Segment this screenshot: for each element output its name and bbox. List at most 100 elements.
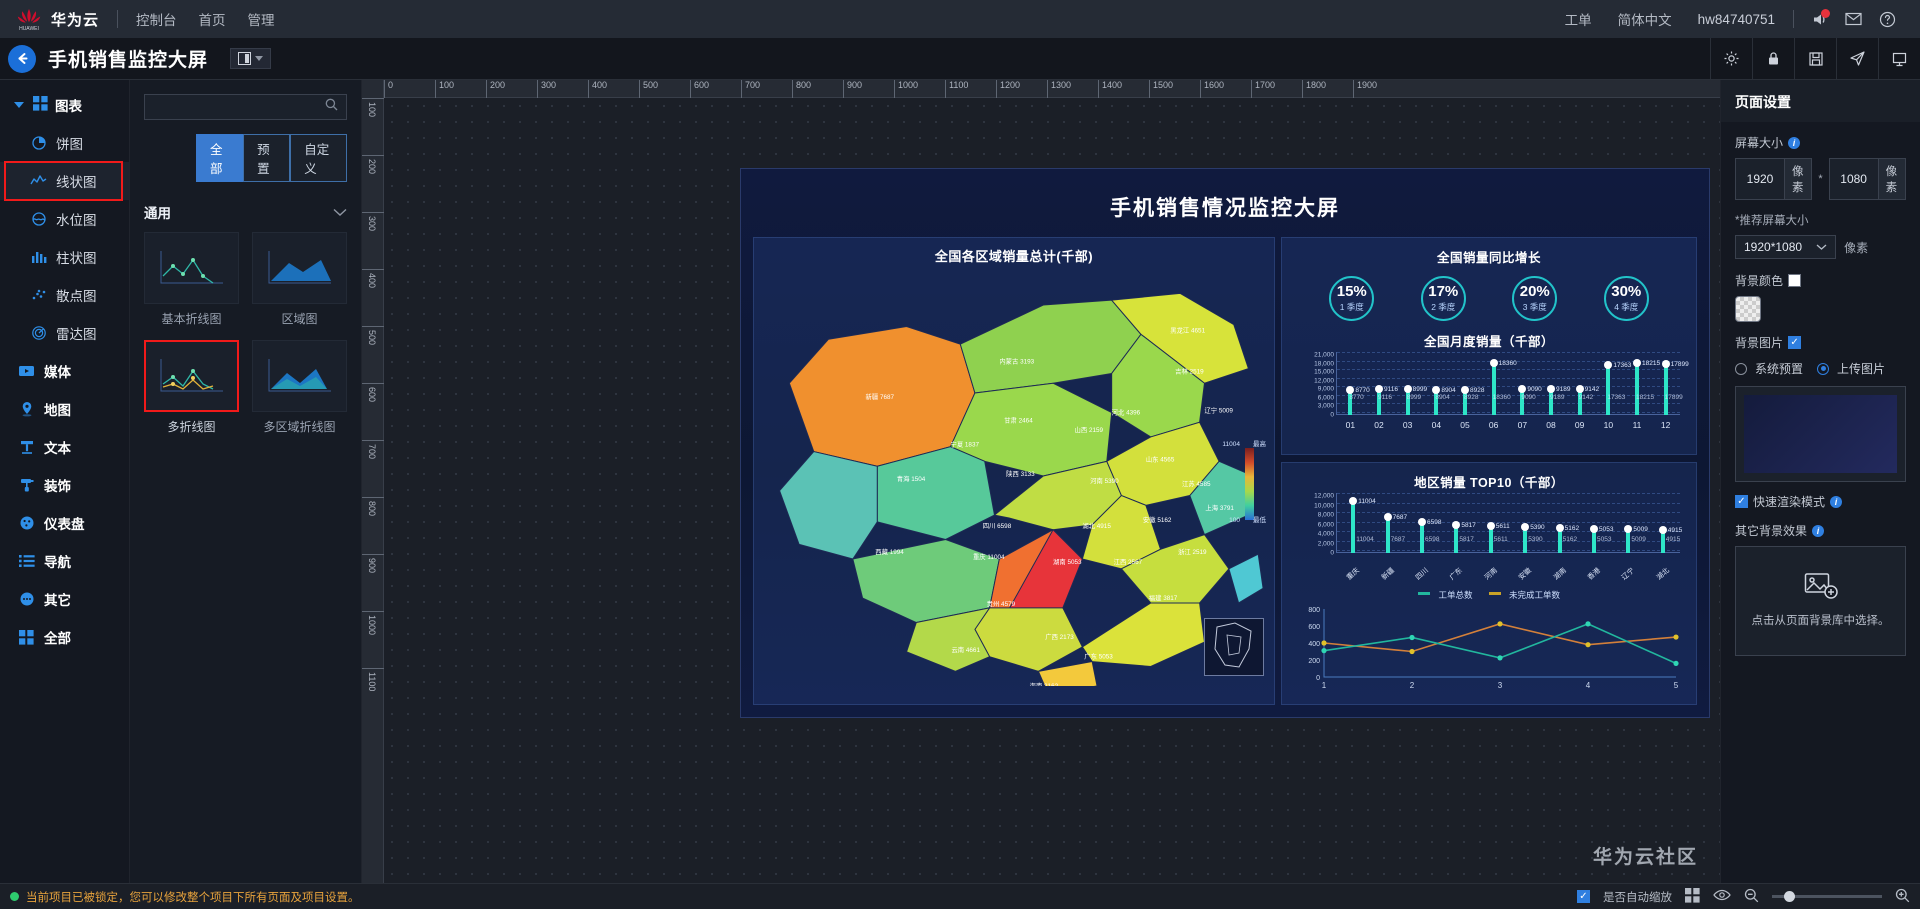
- bg-image-checkbox[interactable]: ✓: [1788, 336, 1802, 349]
- mail-icon[interactable]: [1836, 0, 1870, 38]
- water-level-icon: [30, 211, 47, 228]
- sidebar-item-bar-chart[interactable]: 柱状图: [0, 238, 129, 276]
- notification-badge: [1821, 9, 1830, 18]
- template-card-basic-line[interactable]: 基本折线图: [144, 232, 239, 327]
- data-point: [1497, 655, 1503, 661]
- sidebar-item-water-level[interactable]: 水位图: [0, 200, 129, 238]
- kpi-label: 3 季度: [1522, 302, 1547, 312]
- sidebar-item-pie-chart[interactable]: 饼图: [0, 124, 129, 162]
- sidebar-item-map[interactable]: 地图: [0, 390, 129, 428]
- zoom-slider[interactable]: [1772, 891, 1882, 902]
- page-selector-chip[interactable]: [230, 48, 272, 69]
- bg-image-preview[interactable]: [1735, 386, 1906, 482]
- workorder-line-chart[interactable]: 0 200 400 600 800 1 2 3 4 5: [1294, 603, 1684, 698]
- template-thumbnail[interactable]: [144, 232, 239, 304]
- template-thumbnail[interactable]: [144, 340, 239, 412]
- info-icon[interactable]: i: [1830, 495, 1843, 508]
- zoom-in-icon[interactable]: [1895, 888, 1910, 906]
- nav-link-manage[interactable]: 管理: [247, 13, 275, 28]
- sidebar-item-scatter[interactable]: 散点图: [0, 276, 129, 314]
- x-axis-tick: 广东: [1449, 567, 1465, 582]
- radio-upload-image[interactable]: [1817, 362, 1830, 375]
- china-map[interactable]: 新疆 7687 黑龙江 4651 内蒙古 3193 吉林 2519 甘肃 246…: [754, 266, 1274, 686]
- tab-preset[interactable]: 预置: [243, 134, 291, 182]
- preview-icon[interactable]: [1878, 38, 1920, 79]
- sidebar-item-radar[interactable]: 雷达图: [0, 314, 129, 352]
- info-icon[interactable]: i: [1812, 524, 1825, 537]
- nav-link-language[interactable]: 简体中文: [1617, 13, 1672, 28]
- template-thumbnail[interactable]: [252, 232, 347, 304]
- monthly-sales-chart[interactable]: 0 3,000 6,000 9,000 12,000 15,000 18,000 21,000…: [1294, 352, 1689, 431]
- svg-text:山西 2159: 山西 2159: [1075, 425, 1104, 434]
- chevron-down-icon: [255, 56, 264, 61]
- search-box[interactable]: [144, 94, 347, 120]
- sidebar-item-line-chart[interactable]: 线状图: [0, 161, 129, 201]
- fast-render-checkbox[interactable]: ✓: [1735, 495, 1748, 508]
- ruler-tick: 900: [843, 80, 862, 98]
- zoom-slider-handle[interactable]: [1784, 891, 1795, 902]
- info-icon[interactable]: i: [1788, 136, 1801, 149]
- bg-color-preview[interactable]: [1735, 296, 1761, 322]
- gear-icon[interactable]: [1710, 38, 1752, 79]
- zoom-out-icon[interactable]: [1744, 888, 1759, 906]
- autoscale-checkbox[interactable]: ✓: [1577, 890, 1590, 903]
- kpi-value: 17%: [1428, 283, 1459, 300]
- sidebar-item-gauge[interactable]: 仪表盘: [0, 504, 129, 542]
- sales-growth-panel[interactable]: 全国销量同比增长 15% 1 季度 17% 2 季度 20%: [1281, 237, 1697, 455]
- bg-color-swatch[interactable]: [1788, 274, 1802, 287]
- nav-link-console[interactable]: 控制台: [136, 13, 177, 28]
- publish-icon[interactable]: [1836, 38, 1878, 79]
- width-field[interactable]: 像素: [1735, 158, 1813, 200]
- tab-all[interactable]: 全部: [196, 134, 244, 182]
- sidebar-item-text[interactable]: 文本: [0, 428, 129, 466]
- height-field[interactable]: 像素: [1828, 158, 1906, 200]
- sidebar-item-other[interactable]: 其它: [0, 580, 129, 618]
- sidebar-item-media[interactable]: 媒体: [0, 352, 129, 390]
- template-card-multi-line[interactable]: 多折线图: [144, 340, 239, 435]
- back-arrow-icon[interactable]: [8, 44, 36, 73]
- eye-icon[interactable]: [1713, 889, 1731, 904]
- sidebar-item-all[interactable]: 全部: [0, 618, 129, 656]
- ruler-tick: 500: [639, 80, 658, 98]
- divider: [117, 10, 119, 28]
- radio-label-preset: 系统预置: [1755, 362, 1804, 376]
- sidebar-item-navigation[interactable]: 导航: [0, 542, 129, 580]
- nav-link-home[interactable]: 首页: [198, 13, 226, 28]
- nav-link-ticket[interactable]: 工单: [1564, 13, 1592, 28]
- huawei-cloud-logo[interactable]: HUAWEI 华为云: [16, 7, 99, 31]
- data-point: [1321, 640, 1327, 646]
- recommended-size-select[interactable]: 1920*1080: [1735, 235, 1837, 259]
- tab-custom[interactable]: 自定义: [290, 134, 347, 182]
- sidebar-group-charts[interactable]: 图表: [0, 86, 129, 124]
- x-axis-tick: 03: [1402, 420, 1413, 430]
- template-thumbnail[interactable]: [252, 340, 347, 412]
- map-minimap[interactable]: [1204, 618, 1264, 676]
- search-input[interactable]: [153, 100, 325, 114]
- region-top10-chart[interactable]: 0 2,000 4,000 6,000 8,000 10,000 12,000 11004 11…: [1294, 493, 1686, 582]
- template-card-area[interactable]: 区域图: [252, 232, 347, 327]
- fast-render-row: ✓ 快速渲染模式 i: [1735, 493, 1906, 510]
- bg-library-dropzone[interactable]: 点击从页面背景库中选择。: [1735, 546, 1906, 656]
- sidebar-item-decoration[interactable]: 装饰: [0, 466, 129, 504]
- x-axis-tick: 02: [1374, 420, 1384, 430]
- grid-icon[interactable]: [1685, 887, 1700, 906]
- design-canvas[interactable]: 100 200 300 400 500 600 700 800 900 1000 1100 0 100…: [362, 80, 1720, 909]
- height-input[interactable]: [1829, 159, 1878, 199]
- region-top10-panel[interactable]: 地区销量 TOP10（千部） 0 2,000 4,000 6,000 8,000 10,0…: [1281, 462, 1697, 705]
- top10-chart-title: 地区销量 TOP10（千部）: [1414, 476, 1564, 490]
- x-axis-tick: 11: [1632, 420, 1642, 430]
- user-account-label[interactable]: hw84740751: [1697, 11, 1775, 27]
- speaker-icon[interactable]: [1802, 0, 1836, 38]
- radio-system-preset[interactable]: [1735, 362, 1747, 375]
- save-icon[interactable]: [1794, 38, 1836, 79]
- lock-icon[interactable]: [1752, 38, 1794, 79]
- width-input[interactable]: [1736, 159, 1784, 199]
- data-label-secondary: 18360: [1492, 394, 1511, 401]
- data-label-secondary: 5817: [1459, 536, 1474, 543]
- template-card-multi-area[interactable]: 多区域折线图: [252, 340, 347, 435]
- help-icon[interactable]: [1870, 0, 1904, 38]
- chevron-down-icon[interactable]: [333, 204, 347, 222]
- svg-text:甘肃 2464: 甘肃 2464: [1004, 415, 1033, 424]
- dashboard-preview[interactable]: 手机销售情况监控大屏 全国各区域销量总计(千部): [740, 168, 1710, 718]
- map-panel[interactable]: 全国各区域销量总计(千部): [753, 237, 1275, 705]
